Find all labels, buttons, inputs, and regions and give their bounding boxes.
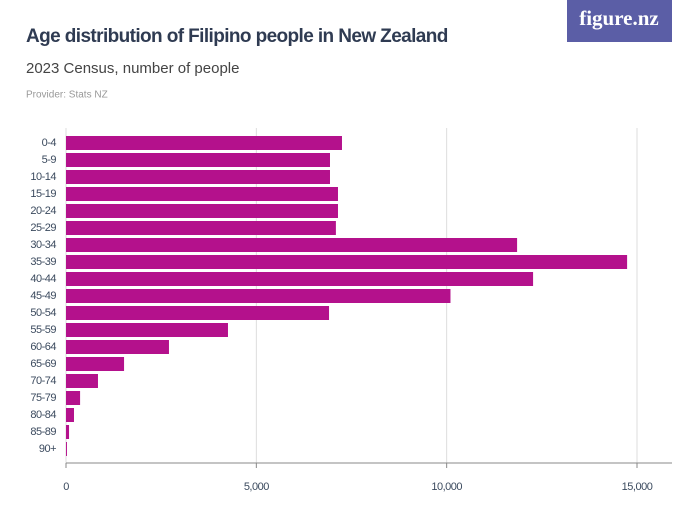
y-tick-label: 15-19 [30,188,56,200]
y-tick-label: 35-39 [30,256,56,268]
x-tick-label: 0 [63,481,69,493]
chart-title: Age distribution of Filipino people in N… [26,26,448,47]
x-tick-label: 10,000 [431,481,462,493]
y-tick-label: 5-9 [42,154,57,166]
y-tick-label: 55-59 [30,324,56,336]
bar [66,374,98,388]
y-tick-label: 0-4 [42,137,57,149]
bar [66,323,228,337]
bar [66,170,330,184]
y-tick-label: 75-79 [30,392,56,404]
bar [66,238,518,252]
y-tick-label: 30-34 [30,239,56,251]
bar [66,306,330,320]
bar [66,391,81,405]
bar [66,153,330,167]
bar [66,187,338,201]
y-tick-label: 50-54 [30,307,56,319]
y-tick-label: 90+ [39,443,56,455]
bar [66,272,534,286]
bar [66,136,342,150]
y-tick-label: 45-49 [30,290,56,302]
bar [66,289,451,303]
bar [66,357,125,371]
bar [66,408,74,422]
y-tick-label: 70-74 [30,375,56,387]
bar [66,425,70,439]
y-tick-label: 25-29 [30,222,56,234]
bar [66,204,338,218]
y-tick-label: 60-64 [30,341,56,353]
y-tick-label: 80-84 [30,409,56,421]
logo: figure.nz [579,6,659,30]
y-tick-label: 10-14 [30,171,56,183]
bar [66,340,169,354]
bar [66,221,336,235]
chart-subtitle: 2023 Census, number of people [26,60,239,77]
bar [66,442,67,456]
logo-box [567,0,672,42]
y-tick-label: 65-69 [30,358,56,370]
y-tick-label: 20-24 [30,205,56,217]
x-tick-label: 5,000 [244,481,269,493]
y-tick-label: 85-89 [30,426,56,438]
x-tick-label: 15,000 [622,481,653,493]
bar [66,255,628,269]
provider: Provider: Stats NZ [26,90,108,101]
y-tick-label: 40-44 [30,273,56,285]
